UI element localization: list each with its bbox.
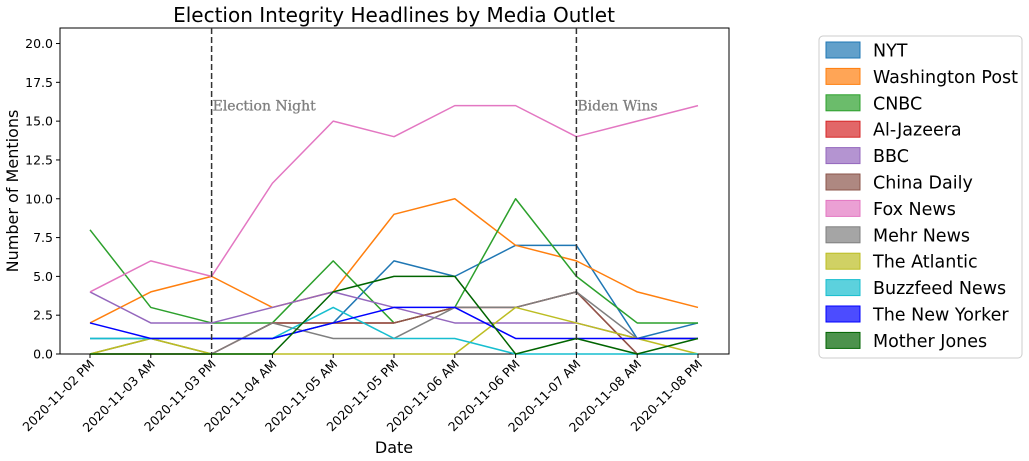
y-tick-label: 10.0 — [25, 191, 53, 206]
legend-entry-label: CNBC — [873, 94, 922, 114]
legend-entry-label: China Daily — [873, 174, 973, 194]
chart-title: Election Integrity Headlines by Media Ou… — [173, 3, 615, 27]
legend-entry-label: Mehr News — [873, 226, 970, 246]
legend-entry-label: BBC — [873, 147, 909, 167]
legend-entry-label: Al-Jazeera — [873, 121, 962, 141]
legend-entry-label: The Atlantic — [872, 253, 978, 273]
annotation-label: Election Night — [213, 99, 317, 115]
legend-entry-label: Fox News — [873, 200, 956, 220]
legend-swatch — [825, 67, 861, 85]
series-line-mother-jones — [90, 275, 699, 355]
legend-swatch — [825, 41, 861, 59]
series-line-the-new-yorker — [89, 306, 698, 340]
legend-swatch — [825, 226, 861, 244]
y-tick-label: 7.5 — [33, 230, 53, 245]
series-lines — [89, 104, 699, 355]
y-tick-label: 2.5 — [33, 308, 53, 323]
legend-swatch — [825, 331, 861, 349]
legend-swatch — [825, 279, 861, 297]
legend-swatch — [825, 173, 861, 191]
legend-swatch — [825, 94, 861, 112]
plot-frame — [59, 27, 730, 355]
legend-entry-label: The New Yorker — [872, 306, 1009, 326]
legend-swatch — [825, 252, 861, 270]
x-axis-label: Date — [375, 438, 413, 457]
legend-entry-label: NYT — [873, 42, 908, 62]
y-tick-label: 5.0 — [33, 269, 53, 284]
y-tick-label: 17.5 — [25, 75, 53, 90]
legend-swatch — [825, 147, 861, 165]
legend: NYT Washington Post CNBC Al-Jazeera BBC China… — [818, 35, 1023, 359]
y-tick-label: 20.0 — [25, 36, 53, 51]
annotation-label: Biden Wins — [577, 99, 657, 115]
legend-swatch — [825, 199, 861, 217]
y-tick-label: 0.0 — [33, 347, 53, 362]
plot-area — [59, 27, 730, 355]
legend-entry-label: Washington Post — [873, 68, 1018, 88]
legend-swatch — [825, 305, 861, 323]
y-tick-label: 12.5 — [25, 152, 53, 167]
y-tick-label: 15.0 — [25, 114, 53, 129]
series-line-washington-post — [89, 198, 699, 324]
y-axis-label: Number of Mentions — [3, 110, 22, 273]
series-line-fox-news — [89, 104, 699, 293]
legend-entry-label: Buzzfeed News — [873, 279, 1006, 299]
legend-entry-label: Mother Jones — [873, 332, 987, 352]
legend-frame — [818, 35, 1023, 359]
legend-swatch — [825, 120, 861, 138]
y-axis: 0.0 2.5 5.0 7.5 10.0 12.5 15.0 17.5 20.0 — [25, 36, 60, 362]
annotations: Election Night Biden Wins — [210, 28, 658, 354]
series-line-nyt — [90, 244, 699, 340]
